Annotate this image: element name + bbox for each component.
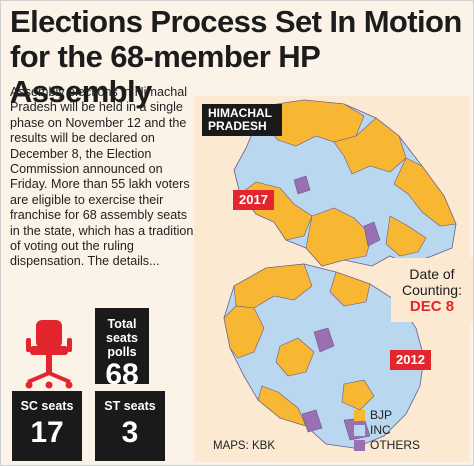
sc-seats-value: 17 <box>30 416 64 449</box>
region-2017-bjp <box>385 215 427 257</box>
sc-seats-label: SC seats <box>20 399 74 413</box>
map-2017 <box>233 99 457 267</box>
legend-item-others: OTHERS <box>354 438 420 452</box>
region-2012-bjp <box>223 305 265 359</box>
map-state-label: HIMACHAL PRADESH <box>202 104 282 136</box>
st-seats-value: 3 <box>121 416 139 449</box>
legend-item-inc: INC <box>354 423 420 437</box>
title-line-1: Elections Process Set In Motion <box>10 4 462 39</box>
region-2012-others <box>301 409 323 433</box>
date-of-counting-box: Date of Counting: DEC 8 <box>391 258 473 322</box>
date-of-counting-value: DEC 8 <box>409 298 455 315</box>
total-seats-box: Total seats polls 68 <box>95 308 149 391</box>
sc-seats-box: SC seats 17 <box>12 391 82 461</box>
legend-item-bjp: BJP <box>354 408 420 422</box>
region-2012-others <box>313 327 335 353</box>
year-badge-2017: 2017 <box>233 190 274 210</box>
title-line-2: for the 68-member HP Assembly <box>10 39 320 109</box>
region-2017-bjp <box>305 207 373 267</box>
map-2012 <box>223 263 425 449</box>
st-seats-label: ST seats <box>104 399 156 413</box>
total-seats-label: Total seats polls <box>106 317 138 359</box>
region-2012-bjp <box>341 379 375 411</box>
legend-label-bjp: BJP <box>370 408 393 422</box>
total-seats-value: 68 <box>105 358 139 391</box>
article-body: Assembly elections in Himachal Pradesh w… <box>10 85 194 269</box>
region-2012-bjp <box>275 337 315 377</box>
region-2012-bjp <box>329 271 371 307</box>
date-of-counting-label: Date of Counting: <box>402 266 462 298</box>
legend-swatch-inc <box>354 424 365 436</box>
region-2012-bjp <box>257 385 307 427</box>
map-legend: BJP INC OTHERS <box>354 408 420 453</box>
office-chair-icon <box>25 320 73 389</box>
st-seats-box: ST seats 3 <box>95 391 165 461</box>
page-title: Elections Process Set In Motion for the … <box>10 4 468 109</box>
hp-maps <box>223 99 457 449</box>
legend-label-inc: INC <box>370 423 391 437</box>
region-2017-others <box>363 221 381 247</box>
region-2017-bjp <box>393 157 457 227</box>
region-2017-bjp <box>333 117 407 175</box>
region-2017-others <box>293 175 311 195</box>
legend-swatch-others <box>354 439 365 451</box>
legend-label-others: OTHERS <box>370 438 421 452</box>
map-credit: MAPS: KBK <box>213 440 275 452</box>
legend-swatch-bjp <box>354 409 365 421</box>
year-badge-2012: 2012 <box>390 350 431 370</box>
